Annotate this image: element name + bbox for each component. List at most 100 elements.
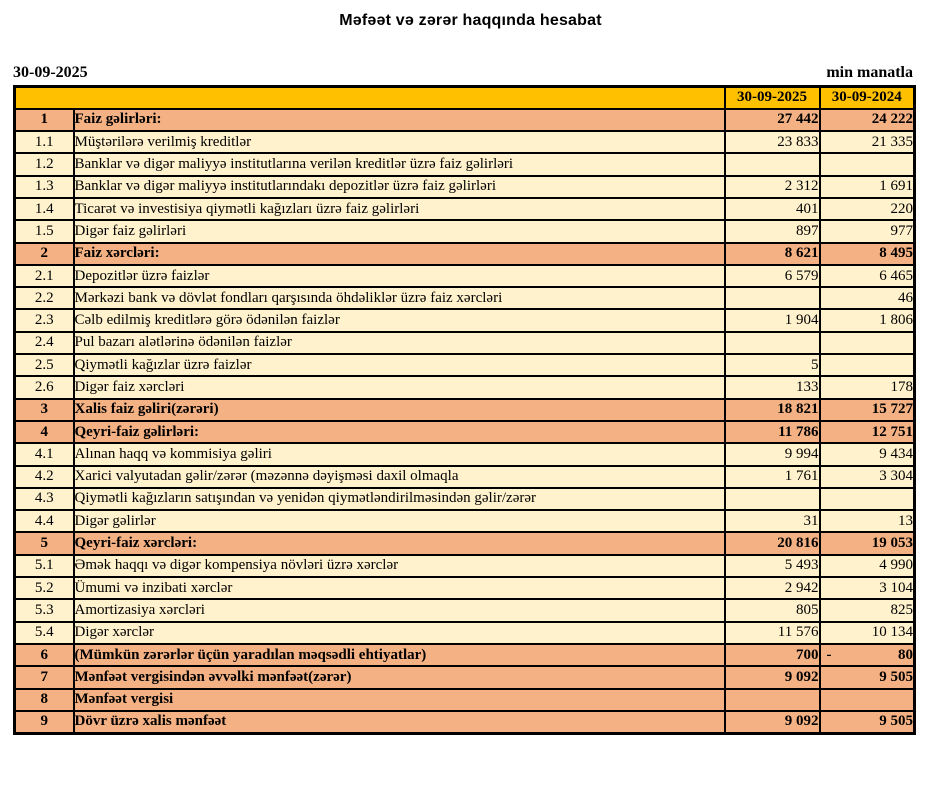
table-row: 4 Qeyri-faiz gəlirləri: 11 786 12 751 [13, 419, 916, 445]
value-2024: 13 [818, 509, 916, 534]
table-row: 1.1 Müştərilərə verilmiş kreditlər 23 833 2… [13, 130, 916, 155]
value-2024: 1 691 [818, 174, 916, 199]
table-row: 9 Dövr üzrə xalis mənfəət 9 092 9 505 [13, 709, 916, 735]
row-number: 2.1 [13, 263, 75, 289]
row-label: Ticarət və investisiya qiymətli kağızlar… [72, 196, 726, 222]
table-row: 7 Mənfəət vergisindən əvvəlki mənfəət(zər… [13, 665, 916, 690]
value-2025: 18 821 [723, 397, 821, 422]
value-2025: 1 904 [723, 308, 821, 333]
row-label: Banklar və digər maliyyə institutlarına … [72, 152, 726, 177]
value-2024 [818, 152, 916, 177]
row-label: Mənfəət vergisindən əvvəlki mənfəət(zərə… [72, 665, 726, 690]
row-number: 4.4 [13, 509, 75, 534]
table-row: 4.2 Xarici valyutadan gəlir/zərər (məzənn… [13, 464, 916, 489]
value-2024: 6 465 [818, 263, 916, 289]
table-row: 5.4 Digər xərclər 11 576 10 134 [13, 620, 916, 645]
row-label: Digər gəlirlər [72, 509, 726, 534]
table-row: 4.4 Digər gəlirlər 31 13 [13, 509, 916, 534]
value-2025 [723, 286, 821, 311]
row-number: 4 [13, 419, 75, 445]
row-number: 5.4 [13, 620, 75, 645]
value-2025: 6 579 [723, 263, 821, 289]
value-2025: 897 [723, 219, 821, 244]
value-2024: 24 222 [818, 107, 916, 133]
row-number: 3 [13, 397, 75, 422]
row-number: 2.2 [13, 286, 75, 311]
value-2025: 23 833 [723, 130, 821, 155]
value-2025: 9 994 [723, 442, 821, 467]
value-2025: 11 786 [723, 419, 821, 445]
row-label: Faiz gəlirləri: [72, 107, 726, 133]
value-2025: 700 [723, 642, 821, 668]
value-2025: 401 [723, 196, 821, 222]
value-2025: 8 621 [723, 241, 821, 266]
row-number: 5.2 [13, 576, 75, 601]
value-2024 [818, 353, 916, 378]
row-number: 4.2 [13, 464, 75, 489]
table-row: 1.5 Digər faiz gəlirləri 897 977 [13, 219, 916, 244]
row-label: (Mümkün zərərlər üçün yaradılan məqsədli… [72, 642, 726, 668]
minus-sign: - [826, 646, 832, 663]
row-label: Qeyri-faiz xərcləri: [72, 531, 726, 556]
row-label: Ümumi və inzibati xərclər [72, 576, 726, 601]
profit-loss-table: 30-09-2025 30-09-2024 1 Faiz gəlirləri: 27… [13, 85, 916, 735]
row-label: Amortizasiya xərcləri [72, 598, 726, 623]
row-label: Müştərilərə verilmiş kreditlər [72, 130, 726, 155]
value-2024 [818, 330, 916, 356]
table-row: 2.5 Qiymətli kağızlar üzrə faizlər 5 [13, 353, 916, 378]
row-label: Xalis faiz gəliri(zərəri) [72, 397, 726, 422]
table-row: 1.2 Banklar və digər maliyyə institutları… [13, 152, 916, 177]
row-number: 2.6 [13, 375, 75, 400]
row-label: Qeyri-faiz gəlirləri: [72, 419, 726, 445]
row-number: 4.3 [13, 486, 75, 512]
report-date-label: 30-09-2025 [13, 64, 88, 81]
table-row: 5.2 Ümumi və inzibati xərclər 2 942 3 104 [13, 576, 916, 601]
value-2024: 21 335 [818, 130, 916, 155]
table-row: 8 Mənfəət vergisi [13, 687, 916, 712]
row-label: Alınan haqq və kommisiya gəliri [72, 442, 726, 467]
row-number: 1 [13, 107, 75, 133]
value-2025: 9 092 [723, 709, 821, 735]
value-2024: 1 806 [818, 308, 916, 333]
value-2025: 31 [723, 509, 821, 534]
row-label: Mərkəzi bank və dövlət fondları qarşısın… [72, 286, 726, 311]
value-2025: 11 576 [723, 620, 821, 645]
table-row: 2.2 Mərkəzi bank və dövlət fondları qarşı… [13, 286, 916, 311]
meta-row: 30-09-2025 min manatla [13, 64, 913, 82]
value-2025: 2 942 [723, 576, 821, 601]
value-2024: 12 751 [818, 419, 916, 445]
table-row: 1 Faiz gəlirləri: 27 442 24 222 [13, 107, 916, 133]
row-label: Digər faiz xərcləri [72, 375, 726, 400]
value-2025: 20 816 [723, 531, 821, 556]
row-label: Dövr üzrə xalis mənfəət [72, 709, 726, 735]
row-number: 2.4 [13, 330, 75, 356]
value-2024: 9 505 [818, 709, 916, 735]
value-2025: 133 [723, 375, 821, 400]
row-number: 5 [13, 531, 75, 556]
value-2024 [818, 486, 916, 512]
value-2024: - 80 [818, 642, 916, 668]
value-2025 [723, 152, 821, 177]
value-2024: 825 [818, 598, 916, 623]
value-2024: 178 [818, 375, 916, 400]
value-2025: 27 442 [723, 107, 821, 133]
value-2024: 10 134 [818, 620, 916, 645]
row-number: 1.4 [13, 196, 75, 222]
value-2024: 977 [818, 219, 916, 244]
value-2025: 5 493 [723, 553, 821, 579]
value-2025: 1 761 [723, 464, 821, 489]
value-2024: 4 990 [818, 553, 916, 579]
table-row: 2.4 Pul bazarı alətlərinə ödənilən faizlə… [13, 330, 916, 356]
header-empty-cell [13, 85, 726, 110]
table-header-row: 30-09-2025 30-09-2024 [13, 85, 916, 110]
value-2025 [723, 330, 821, 356]
table-row: 5.3 Amortizasiya xərcləri 805 825 [13, 598, 916, 623]
row-label: Pul bazarı alətlərinə ödənilən faizlər [72, 330, 726, 356]
row-label: Cəlb edilmiş kreditlərə görə ödənilən fa… [72, 308, 726, 333]
row-label: Banklar və digər maliyyə institutlarında… [72, 174, 726, 199]
table-row: 2.6 Digər faiz xərcləri 133 178 [13, 375, 916, 400]
value-2025: 5 [723, 353, 821, 378]
row-number: 1.5 [13, 219, 75, 244]
row-number: 1.3 [13, 174, 75, 199]
